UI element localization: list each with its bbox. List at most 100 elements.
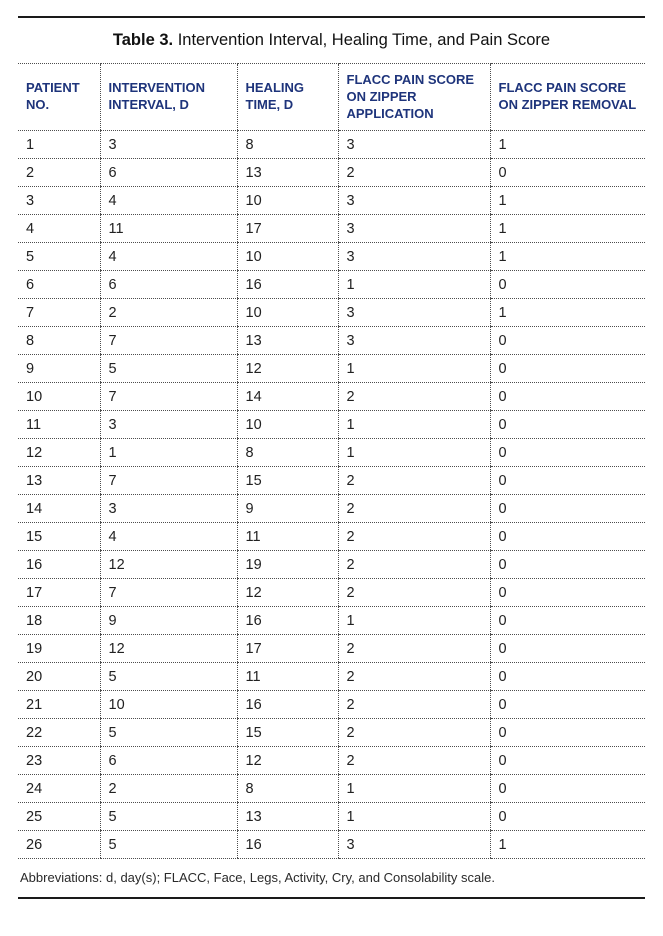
table-cell: 5 bbox=[99, 662, 237, 692]
table-cell: 2 bbox=[337, 578, 490, 608]
table-row: 21 10 16 2 0 bbox=[18, 690, 645, 720]
table-cell: 1 bbox=[99, 438, 237, 468]
table-cell: 11 bbox=[236, 662, 338, 692]
table-cell: 2 bbox=[337, 746, 490, 776]
bottom-rule bbox=[18, 897, 645, 900]
table-cell: 7 bbox=[99, 578, 237, 608]
table-cell: 7 bbox=[18, 298, 100, 328]
table-cell: 19 bbox=[236, 550, 338, 580]
table-cell: 0 bbox=[489, 158, 645, 188]
table-cell: 22 bbox=[18, 718, 100, 748]
table-cell: 2 bbox=[337, 522, 490, 552]
table-cell: 1 bbox=[489, 186, 645, 216]
table-cell: 2 bbox=[337, 158, 490, 188]
table-row: 25 5 13 1 0 bbox=[18, 802, 645, 832]
table-cell: 0 bbox=[489, 746, 645, 776]
table-cell: 16 bbox=[236, 606, 338, 636]
table-cell: 10 bbox=[236, 298, 338, 328]
table-cell: 5 bbox=[99, 718, 237, 748]
table-cell: 16 bbox=[236, 830, 338, 860]
table-row: 10 7 14 2 0 bbox=[18, 382, 645, 412]
table-cell: 10 bbox=[236, 242, 338, 272]
table-cell: 1 bbox=[489, 830, 645, 860]
table-row: 2 6 13 2 0 bbox=[18, 158, 645, 188]
table-cell: 11 bbox=[236, 522, 338, 552]
table-cell: 8 bbox=[236, 438, 338, 468]
table-cell: 0 bbox=[489, 578, 645, 608]
column-header: PATIENT NO. bbox=[18, 62, 100, 132]
table-cell: 0 bbox=[489, 634, 645, 664]
table-cell: 15 bbox=[236, 466, 338, 496]
table-cell: 0 bbox=[489, 326, 645, 356]
table-cell: 3 bbox=[337, 326, 490, 356]
table-cell: 15 bbox=[18, 522, 100, 552]
table-cell: 1 bbox=[337, 606, 490, 636]
table-cell: 0 bbox=[489, 270, 645, 300]
table-cell: 9 bbox=[236, 494, 338, 524]
column-header: INTERVENTION INTERVAL, D bbox=[99, 62, 237, 132]
table-row: 16 12 19 2 0 bbox=[18, 550, 645, 580]
table-cell: 0 bbox=[489, 662, 645, 692]
table-cell: 2 bbox=[337, 382, 490, 412]
table-cell: 0 bbox=[489, 606, 645, 636]
table-cell: 24 bbox=[18, 774, 100, 804]
table-cell: 4 bbox=[99, 186, 237, 216]
table-row: 20 5 11 2 0 bbox=[18, 662, 645, 692]
table-cell: 4 bbox=[99, 522, 237, 552]
table-cell: 2 bbox=[99, 298, 237, 328]
table-cell: 5 bbox=[18, 242, 100, 272]
table-cell: 21 bbox=[18, 690, 100, 720]
table-cell: 1 bbox=[489, 214, 645, 244]
table-cell: 14 bbox=[18, 494, 100, 524]
table-row: 19 12 17 2 0 bbox=[18, 634, 645, 664]
table-cell: 1 bbox=[337, 270, 490, 300]
table-row: 5 4 10 3 1 bbox=[18, 242, 645, 272]
table-cell: 25 bbox=[18, 802, 100, 832]
table-cell: 17 bbox=[236, 634, 338, 664]
table-row: 18 9 16 1 0 bbox=[18, 606, 645, 636]
table-cell: 10 bbox=[18, 382, 100, 412]
table-cell: 1 bbox=[18, 130, 100, 160]
table-cell: 2 bbox=[337, 662, 490, 692]
table-cell: 12 bbox=[236, 354, 338, 384]
table-cell: 0 bbox=[489, 550, 645, 580]
table-cell: 5 bbox=[99, 830, 237, 860]
table-cell: 17 bbox=[18, 578, 100, 608]
table-row: 14 3 9 2 0 bbox=[18, 494, 645, 524]
table-row: 4 11 17 3 1 bbox=[18, 214, 645, 244]
table-cell: 15 bbox=[236, 718, 338, 748]
table-row: 17 7 12 2 0 bbox=[18, 578, 645, 608]
table-cell: 0 bbox=[489, 382, 645, 412]
table-header-row: PATIENT NO. INTERVENTION INTERVAL, D HEALI… bbox=[18, 62, 645, 132]
table-cell: 11 bbox=[18, 410, 100, 440]
table-title: Table 3. Intervention Interval, Healing … bbox=[18, 31, 645, 51]
table-cell: 12 bbox=[99, 550, 237, 580]
table-cell: 12 bbox=[18, 438, 100, 468]
table-row: 26 5 16 3 1 bbox=[18, 830, 645, 860]
table-cell: 1 bbox=[337, 774, 490, 804]
table-cell: 7 bbox=[99, 466, 237, 496]
column-header: FLACC PAIN SCORE ON ZIPPER APPLICATION bbox=[337, 62, 490, 132]
table-row: 3 4 10 3 1 bbox=[18, 186, 645, 216]
table-cell: 10 bbox=[99, 690, 237, 720]
table-cell: 16 bbox=[236, 270, 338, 300]
table-cell: 13 bbox=[18, 466, 100, 496]
table-cell: 16 bbox=[236, 690, 338, 720]
table-cell: 3 bbox=[99, 130, 237, 160]
table-cell: 13 bbox=[236, 326, 338, 356]
table-cell: 26 bbox=[18, 830, 100, 860]
table-row: 11 3 10 1 0 bbox=[18, 410, 645, 440]
table-cell: 0 bbox=[489, 494, 645, 524]
table-cell: 3 bbox=[337, 298, 490, 328]
table-row: 12 1 8 1 0 bbox=[18, 438, 645, 468]
table-cell: 4 bbox=[18, 214, 100, 244]
table-cell: 1 bbox=[489, 242, 645, 272]
table-cell: 0 bbox=[489, 690, 645, 720]
table-cell: 2 bbox=[337, 690, 490, 720]
table-cell: 2 bbox=[337, 634, 490, 664]
table-cell: 1 bbox=[337, 438, 490, 468]
table-cell: 1 bbox=[337, 410, 490, 440]
table-body: 1 3 8 3 1 2 6 13 2 0 3 4 10 3 1 4 11 17 3 1 5 4 10 3 1 6 6 16 1 0 7 2 10… bbox=[18, 130, 645, 860]
table-cell: 19 bbox=[18, 634, 100, 664]
